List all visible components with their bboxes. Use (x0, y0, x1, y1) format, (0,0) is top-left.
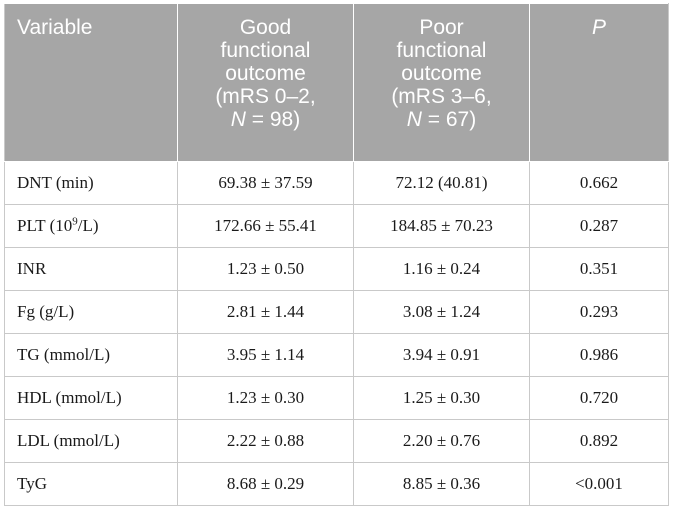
cell-variable: DNT (min) (4, 161, 178, 205)
header-variable-label: Variable (17, 16, 93, 39)
cell-variable-exponent: 9 (72, 215, 78, 228)
header-row: Variable Good functional outcome (mRS 0–… (4, 3, 669, 162)
cell-p: 0.986 (529, 333, 669, 377)
table-row: TG (mmol/L) 3.95 ± 1.14 3.94 ± 0.91 0.98… (4, 333, 669, 377)
header-good-line: outcome (225, 62, 306, 85)
cell-good: 2.22 ± 0.88 (177, 419, 354, 463)
header-p-value: P (529, 3, 669, 162)
cell-variable: TyG (4, 462, 178, 506)
header-poor-line: outcome (401, 62, 482, 85)
cell-variable: Fg (g/L) (4, 290, 178, 334)
table-header: Variable Good functional outcome (mRS 0–… (4, 3, 669, 162)
header-poor-n-value: = 67) (421, 108, 477, 131)
cell-good: 69.38 ± 37.59 (177, 161, 354, 205)
cell-variable: INR (4, 247, 178, 291)
table-row: PLT (109/L) 172.66 ± 55.41 184.85 ± 70.2… (4, 204, 669, 248)
table-row: LDL (mmol/L) 2.22 ± 0.88 2.20 ± 0.76 0.8… (4, 419, 669, 463)
header-good-n: N = 98) (186, 108, 345, 131)
cell-good: 1.23 ± 0.30 (177, 376, 354, 420)
cell-p: 0.293 (529, 290, 669, 334)
cell-poor: 2.20 ± 0.76 (353, 419, 530, 463)
cell-poor: 1.16 ± 0.24 (353, 247, 530, 291)
cell-good: 3.95 ± 1.14 (177, 333, 354, 377)
table-row: INR 1.23 ± 0.50 1.16 ± 0.24 0.351 (4, 247, 669, 291)
cell-good: 8.68 ± 0.29 (177, 462, 354, 506)
header-poor-line: functional (396, 39, 487, 62)
cell-good: 2.81 ± 1.44 (177, 290, 354, 334)
cell-poor: 1.25 ± 0.30 (353, 376, 530, 420)
cell-variable: LDL (mmol/L) (4, 419, 178, 463)
header-good-line: functional (220, 39, 311, 62)
comparison-table: Variable Good functional outcome (mRS 0–… (4, 3, 669, 506)
cell-p: 0.892 (529, 419, 669, 463)
header-good-line: (mRS 0–2, (215, 85, 316, 108)
cell-poor: 3.08 ± 1.24 (353, 290, 530, 334)
cell-p: 0.662 (529, 161, 669, 205)
table-row: Fg (g/L) 2.81 ± 1.44 3.08 ± 1.24 0.293 (4, 290, 669, 334)
header-poor-n-symbol: N (406, 108, 422, 131)
cell-p: <0.001 (529, 462, 669, 506)
header-good-n-value: = 98) (245, 108, 301, 131)
table-row: TyG 8.68 ± 0.29 8.85 ± 0.36 <0.001 (4, 462, 669, 506)
header-poor-line: (mRS 3–6, (391, 85, 492, 108)
cell-p: 0.287 (529, 204, 669, 248)
cell-p: 0.720 (529, 376, 669, 420)
header-variable: Variable (4, 3, 178, 162)
cell-variable: PLT (109/L) (4, 204, 178, 248)
cell-poor: 3.94 ± 0.91 (353, 333, 530, 377)
cell-variable: TG (mmol/L) (4, 333, 178, 377)
cell-variable: HDL (mmol/L) (4, 376, 178, 420)
header-poor-line: Poor (419, 16, 464, 39)
header-good-outcome: Good functional outcome (mRS 0–2, N = 98… (177, 3, 354, 162)
header-good-n-symbol: N (230, 108, 246, 131)
table-row: DNT (min) 69.38 ± 37.59 72.12 (40.81) 0.… (4, 161, 669, 205)
header-good-line: Good (239, 16, 292, 39)
cell-poor: 72.12 (40.81) (353, 161, 530, 205)
table-row: HDL (mmol/L) 1.23 ± 0.30 1.25 ± 0.30 0.7… (4, 376, 669, 420)
header-poor-n: N = 67) (362, 108, 521, 131)
table-body: DNT (min) 69.38 ± 37.59 72.12 (40.81) 0.… (4, 161, 669, 506)
cell-variable-suffix: /L) (77, 216, 99, 235)
cell-poor: 8.85 ± 0.36 (353, 462, 530, 506)
cell-poor: 184.85 ± 70.23 (353, 204, 530, 248)
cell-good: 1.23 ± 0.50 (177, 247, 354, 291)
cell-p: 0.351 (529, 247, 669, 291)
header-poor-outcome: Poor functional outcome (mRS 3–6, N = 67… (353, 3, 530, 162)
cell-good: 172.66 ± 55.41 (177, 204, 354, 248)
header-p-label: P (591, 16, 606, 39)
cell-variable-prefix: PLT (10 (17, 216, 73, 235)
